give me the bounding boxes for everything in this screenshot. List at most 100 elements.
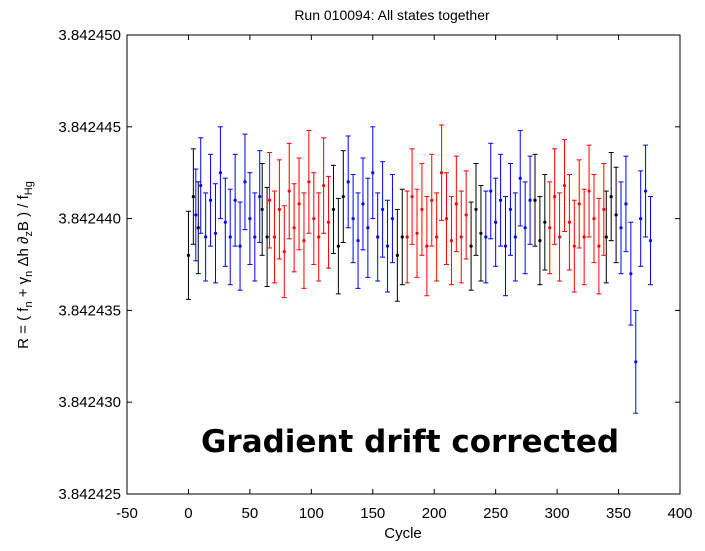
- y-tick-label: 3.842445: [58, 119, 121, 136]
- data-point: [196, 226, 200, 230]
- data-point: [199, 183, 203, 188]
- data-point: [648, 239, 653, 243]
- data-point: [619, 226, 623, 230]
- data-point: [208, 198, 213, 202]
- data-point: [390, 217, 395, 221]
- data-point: [425, 244, 429, 248]
- data-point: [400, 235, 404, 239]
- data-point: [420, 207, 424, 212]
- data-point: [439, 171, 444, 175]
- annotation-gradient-drift: Gradient drift corrected: [201, 424, 619, 460]
- data-point: [454, 202, 458, 206]
- y-tick-label: 3.842425: [58, 486, 121, 503]
- data-point: [322, 183, 326, 188]
- data-point: [243, 180, 247, 184]
- data-point: [557, 235, 562, 239]
- data-point: [381, 207, 385, 212]
- data-point: [297, 202, 301, 206]
- data-point: [518, 176, 522, 180]
- data-point: [287, 189, 291, 193]
- data-point: [582, 235, 586, 239]
- y-ticks: 3.842425 3.842430 3.842435 3.842440 3.842445…: [58, 27, 680, 503]
- data-point: [238, 244, 242, 248]
- data-point: [533, 198, 537, 202]
- data-point: [639, 217, 643, 221]
- data-point: [371, 171, 375, 175]
- data-point: [609, 194, 613, 199]
- x-tick-label: 400: [667, 505, 692, 522]
- data-point: [592, 217, 596, 221]
- data-point: [597, 244, 601, 248]
- data-point: [410, 194, 414, 199]
- data-point: [302, 239, 306, 243]
- data-point: [634, 360, 638, 364]
- data-point: [366, 226, 370, 230]
- data-series: [267, 124, 607, 299]
- y-axis-label: R = ( fn + γn Δh ∂zB ) / fHg: [15, 181, 35, 349]
- data-point: [643, 189, 648, 193]
- data-point: [614, 213, 618, 217]
- data-point: [346, 180, 350, 184]
- data-point: [405, 235, 409, 239]
- data-point: [361, 202, 365, 206]
- data-point: [385, 244, 390, 248]
- data-point: [191, 194, 195, 199]
- data-point: [356, 239, 360, 243]
- data-point: [602, 207, 606, 212]
- data-point: [538, 239, 542, 243]
- data-point: [204, 235, 208, 239]
- data-point: [336, 244, 340, 248]
- y-tick-label: 3.842430: [58, 394, 121, 411]
- x-tick-label: 50: [242, 505, 259, 522]
- data-point: [604, 235, 608, 239]
- x-tick-label: 0: [184, 505, 192, 522]
- data-point: [430, 198, 434, 202]
- data-point: [464, 213, 468, 217]
- data-point: [567, 220, 572, 224]
- data-point: [253, 235, 257, 239]
- data-point: [331, 207, 336, 212]
- data-point: [341, 194, 345, 199]
- data-point: [528, 198, 532, 202]
- data-point: [523, 226, 527, 230]
- x-tick-label: 200: [422, 505, 447, 522]
- data-point: [562, 183, 567, 188]
- data-point: [307, 180, 311, 184]
- data-point: [444, 217, 449, 221]
- data-point: [260, 207, 264, 212]
- y-tick-label: 3.842440: [58, 211, 121, 228]
- data-point: [435, 235, 439, 239]
- data-point: [228, 235, 232, 239]
- data-point: [213, 231, 218, 235]
- x-tick-label: 100: [299, 505, 324, 522]
- x-tick-label: -50: [116, 505, 138, 522]
- data-point: [218, 171, 222, 175]
- data-point: [258, 194, 262, 199]
- data-point: [484, 235, 488, 239]
- data-point: [479, 231, 483, 235]
- data-point: [282, 250, 286, 254]
- chart-title: Run 010094: All states together: [294, 7, 490, 23]
- data-series: [185, 148, 619, 302]
- data-point: [317, 235, 321, 239]
- data-point: [267, 198, 272, 202]
- data-point: [272, 235, 277, 239]
- x-axis-label: Cycle: [384, 525, 422, 542]
- data-point: [351, 217, 355, 221]
- data-point: [223, 220, 227, 224]
- data-point: [543, 220, 547, 224]
- data-point: [553, 194, 557, 199]
- data-point: [186, 253, 191, 257]
- data-point: [459, 235, 463, 239]
- data-point: [508, 207, 513, 212]
- data-point: [503, 244, 508, 248]
- data-point: [629, 272, 633, 276]
- x-tick-label: 250: [483, 505, 508, 522]
- data-point: [513, 235, 517, 239]
- data-point: [624, 202, 628, 206]
- data-point: [248, 217, 252, 221]
- data-point: [326, 220, 331, 224]
- data-point: [498, 198, 503, 202]
- data-point: [577, 202, 581, 206]
